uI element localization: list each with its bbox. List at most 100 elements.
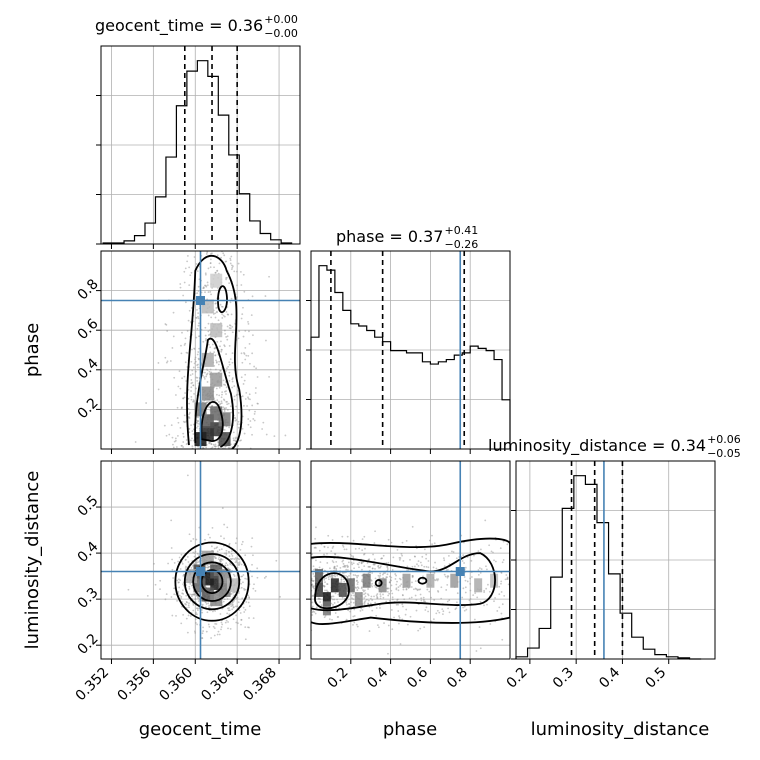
density-cell: [450, 573, 459, 588]
sample-point: [226, 598, 229, 600]
sample-point: [190, 540, 192, 542]
sample-point: [427, 566, 430, 569]
sample-point: [376, 597, 379, 600]
x-axis-label-geocent_time: geocent_time: [139, 719, 262, 740]
sample-point: [435, 567, 438, 570]
sample-point: [247, 354, 250, 357]
sample-point: [251, 575, 253, 578]
sample-point: [175, 614, 177, 617]
sample-point: [311, 614, 314, 616]
sample-point: [265, 575, 267, 578]
title-upper-error-phase: +0.41: [444, 224, 478, 237]
sample-point: [180, 444, 183, 447]
sample-point: [194, 356, 197, 359]
sample-point: [382, 593, 384, 596]
sample-point: [231, 386, 234, 389]
sample-point: [332, 561, 335, 564]
sample-point: [381, 573, 384, 576]
sample-point: [206, 368, 208, 371]
sample-point: [399, 585, 402, 587]
sample-point: [319, 601, 321, 603]
sample-point: [172, 577, 175, 579]
sample-point: [416, 589, 419, 592]
sample-point: [425, 606, 428, 609]
sample-point: [178, 556, 181, 559]
sample-point: [479, 548, 482, 551]
sample-point: [214, 316, 217, 319]
sample-point: [329, 567, 331, 570]
sample-point: [210, 545, 213, 548]
histogram-luminosity_distance: [515, 475, 702, 660]
sample-point: [187, 416, 190, 419]
sample-point: [200, 609, 203, 611]
sample-point: [221, 391, 224, 394]
sample-point: [265, 339, 267, 342]
sample-point: [188, 284, 191, 287]
sample-point: [190, 379, 193, 381]
sample-point: [397, 610, 400, 612]
sample-point: [215, 307, 218, 309]
sample-point: [333, 598, 336, 601]
histogram-phase: [310, 265, 511, 449]
sample-point: [353, 608, 356, 611]
sample-point: [388, 592, 391, 595]
sample-point: [226, 564, 229, 566]
sample-point: [225, 310, 228, 313]
sample-point: [228, 371, 231, 374]
sample-point: [195, 336, 198, 339]
sample-point: [175, 394, 177, 396]
sample-point: [206, 281, 209, 284]
sample-point: [500, 612, 503, 615]
sample-point: [446, 575, 449, 578]
sample-point: [352, 555, 355, 558]
sample-point: [394, 578, 397, 580]
sample-point: [395, 587, 398, 590]
sample-point: [332, 595, 335, 598]
sample-point: [177, 434, 179, 437]
sample-point: [410, 586, 413, 588]
sample-point: [213, 627, 216, 630]
sample-point: [323, 578, 326, 581]
sample-point: [433, 599, 436, 601]
sample-point: [433, 572, 436, 574]
sample-point: [205, 373, 208, 376]
x-tick-label-luminosity_distance: 0.4: [596, 664, 623, 691]
sample-point: [173, 376, 176, 379]
sample-point: [185, 380, 188, 382]
sample-point: [488, 544, 491, 547]
sample-point: [164, 598, 167, 601]
sample-point: [157, 388, 160, 391]
sample-point: [357, 574, 360, 577]
sample-point: [353, 615, 356, 617]
sample-point: [350, 561, 353, 564]
sample-point: [224, 621, 227, 624]
sample-point: [363, 552, 366, 555]
sample-point: [233, 398, 236, 401]
sample-point: [217, 363, 220, 366]
sample-point: [153, 562, 155, 565]
hist-panel-geocent_time: [96, 45, 301, 245]
sample-point: [186, 330, 189, 332]
sample-point: [353, 594, 355, 597]
sample-point: [188, 413, 190, 416]
sample-point: [228, 361, 231, 364]
sample-point: [228, 344, 231, 347]
sample-point: [181, 331, 183, 334]
sample-point: [195, 538, 198, 541]
sample-point: [325, 577, 328, 580]
sample-point: [190, 271, 193, 274]
sample-point: [312, 572, 315, 575]
sample-point: [196, 353, 199, 356]
sample-point: [364, 547, 366, 550]
sample-point: [417, 560, 420, 563]
sample-point: [228, 542, 231, 545]
sample-point: [207, 322, 210, 325]
sample-point: [185, 617, 188, 620]
sample-point: [485, 565, 487, 568]
sample-point: [430, 620, 432, 622]
sample-point: [349, 553, 352, 556]
sample-point: [244, 373, 247, 376]
sample-point: [414, 580, 417, 583]
sample-point: [192, 538, 195, 540]
sample-point: [195, 376, 198, 379]
